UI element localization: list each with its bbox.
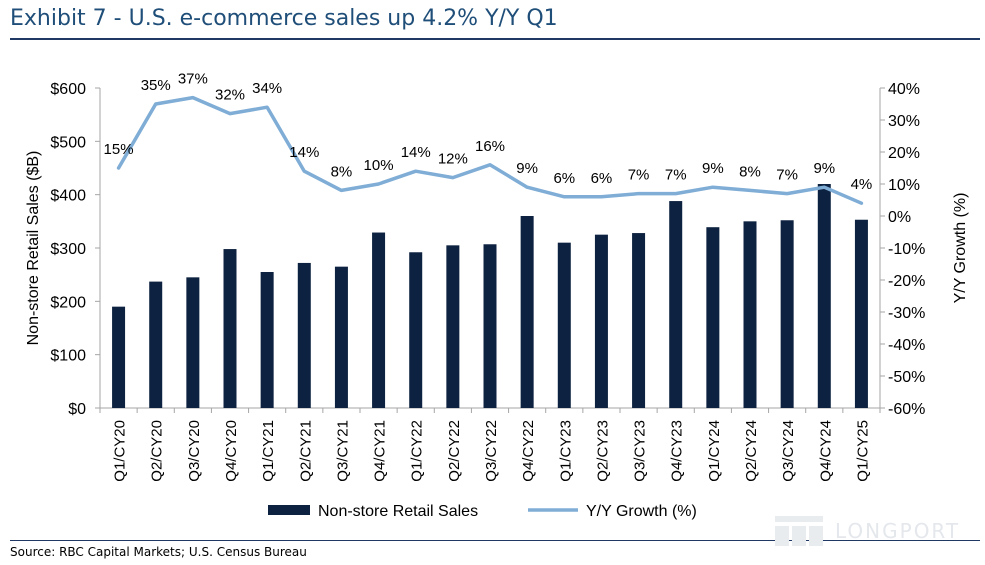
bar-non-store-sales (483, 244, 497, 408)
y-tick-label-left: $300 (50, 241, 86, 258)
bar-non-store-sales (632, 233, 646, 408)
data-label-growth: 12% (438, 151, 468, 168)
data-label-growth: 32% (215, 87, 245, 104)
x-tick-label: Q1/CY21 (260, 420, 277, 482)
legend-label-line: Y/Y Growth (%) (586, 503, 697, 520)
data-label-growth: 9% (702, 160, 724, 177)
x-tick-label: Q3/CY20 (186, 420, 203, 482)
data-label-growth: 8% (739, 163, 761, 180)
x-tick-label: Q3/CY21 (334, 420, 351, 482)
x-tick-label: Q2/CY21 (297, 420, 314, 482)
y-tick-label-left: $400 (50, 188, 86, 205)
bar-non-store-sales (669, 201, 683, 408)
data-label-growth: 7% (628, 167, 650, 184)
y-tick-label-right: -40% (888, 337, 925, 354)
y-tick-label-right: 40% (888, 81, 920, 98)
data-label-growth: 8% (331, 163, 353, 180)
y-tick-label-right: 0% (888, 209, 911, 226)
watermark-text: LONGPORT (835, 519, 961, 543)
y-tick-label-right: -30% (888, 305, 925, 322)
x-tick-label: Q1/CY23 (557, 420, 574, 482)
data-label-growth: 6% (591, 170, 613, 187)
data-label-growth: 16% (475, 138, 505, 155)
watermark: LONGPORT (775, 514, 960, 548)
y-tick-label-right: 20% (888, 145, 920, 162)
footer-rule (10, 540, 980, 541)
bar-non-store-sales (149, 281, 163, 408)
y-tick-label-right: 10% (888, 177, 920, 194)
x-tick-label: Q4/CY24 (817, 420, 834, 482)
x-tick-label: Q4/CY20 (223, 420, 240, 482)
legend-swatch-bar (268, 505, 310, 515)
line-yy-growth (116, 95, 864, 205)
y-tick-label-right: -60% (888, 401, 925, 418)
chart: $0 $100 $200 $300 $400 $500 $600 -60% -50% -40% -3… (25, 71, 969, 520)
x-tick-label: Q4/CY22 (520, 420, 537, 482)
bar-non-store-sales (112, 306, 126, 408)
bar-non-store-sales (817, 184, 831, 408)
x-tick-label: Q2/CY23 (594, 420, 611, 482)
title-rule (10, 38, 980, 40)
x-tick-label: Q1/CY25 (854, 420, 871, 482)
y-tick-label-left: $100 (50, 348, 86, 365)
data-label-growth: 6% (553, 170, 575, 187)
x-tick-label: Q2/CY20 (149, 420, 166, 482)
bar-non-store-sales (706, 227, 720, 408)
bar-non-store-sales (409, 252, 423, 408)
data-label-growth: 7% (665, 167, 687, 184)
data-label-growth: 35% (141, 77, 171, 94)
legend-label-bar: Non-store Retail Sales (318, 503, 478, 520)
chart-title: Exhibit 7 - U.S. e-commerce sales up 4.2… (10, 6, 558, 31)
bar-non-store-sales (780, 220, 794, 408)
data-label-growth: 14% (401, 144, 431, 161)
x-tick-label: Q2/CY22 (446, 420, 463, 482)
x-tick-label: Q4/CY21 (372, 420, 389, 482)
data-label-growth: 9% (813, 160, 835, 177)
data-label-growth: 10% (364, 157, 394, 174)
bar-non-store-sales (743, 221, 757, 408)
data-label-growth: 37% (178, 71, 208, 88)
data-label-growth: 4% (851, 176, 873, 193)
x-tick-label: Q3/CY22 (483, 420, 500, 482)
watermark-logo-icon (775, 516, 823, 546)
y-tick-label-left: $200 (50, 294, 86, 311)
bar-non-store-sales (334, 266, 348, 408)
y-tick-label-left: $500 (50, 134, 86, 151)
source-note: Source: RBC Capital Markets; U.S. Census… (10, 545, 307, 559)
bar-non-store-sales (594, 234, 608, 408)
bar-non-store-sales (260, 272, 274, 408)
x-tick-label: Q1/CY24 (706, 420, 723, 482)
y-tick-label-right: -50% (888, 369, 925, 386)
x-tick-label: Q3/CY23 (632, 420, 649, 482)
bar-non-store-sales (297, 262, 311, 408)
bar-non-store-sales (223, 249, 237, 408)
bar-non-store-sales (186, 277, 200, 408)
data-label-growth: 9% (516, 160, 538, 177)
bar-non-store-sales (520, 216, 534, 408)
x-tick-label: Q4/CY23 (669, 420, 686, 482)
data-label-growth: 15% (104, 141, 134, 158)
y-tick-label-left: $0 (68, 401, 86, 418)
y-tick-label-right: -10% (888, 241, 925, 258)
data-label-growth: 34% (252, 80, 282, 97)
y-tick-label-left: $600 (50, 81, 86, 98)
x-tick-label: Q2/CY24 (743, 420, 760, 482)
y-axis-title-left: Non-store Retail Sales ($B) (25, 151, 42, 346)
bar-non-store-sales (854, 219, 868, 408)
x-tick-label: Q1/CY20 (112, 420, 129, 482)
y-axis-title-right: Y/Y Growth (%) (952, 193, 969, 304)
data-label-growth: 14% (289, 144, 319, 161)
bar-non-store-sales (372, 232, 386, 408)
data-label-growth: 7% (776, 167, 798, 184)
y-tick-label-right: -20% (888, 273, 925, 290)
x-tick-label: Q3/CY24 (780, 420, 797, 482)
x-tick-label: Q1/CY22 (409, 420, 426, 482)
y-tick-label-right: 30% (888, 113, 920, 130)
bar-non-store-sales (557, 242, 571, 408)
bar-non-store-sales (446, 245, 460, 408)
